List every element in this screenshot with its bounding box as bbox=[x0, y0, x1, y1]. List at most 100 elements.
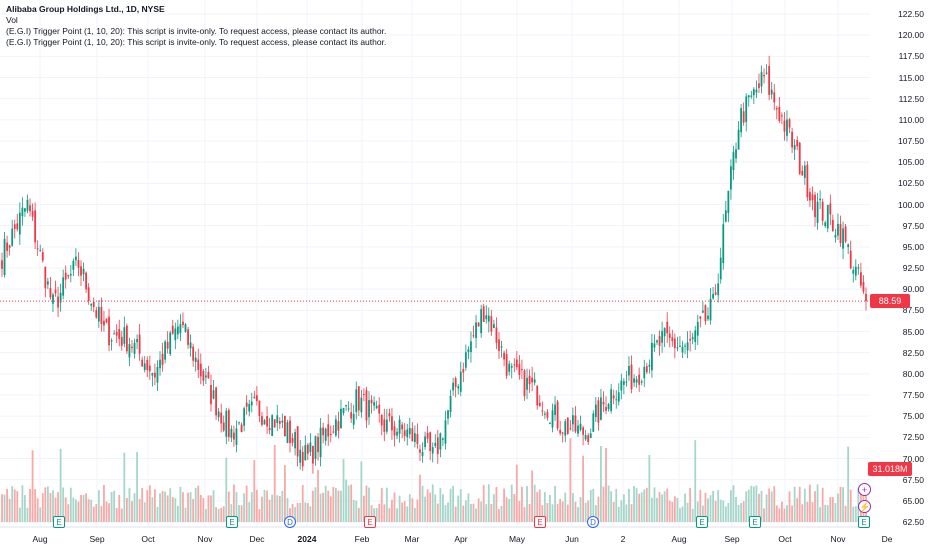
candle bbox=[515, 359, 518, 368]
volume-bar bbox=[115, 507, 118, 522]
candle bbox=[363, 394, 365, 396]
candle bbox=[393, 426, 396, 436]
time-axis-label: 2 bbox=[620, 534, 626, 544]
volume-bar bbox=[6, 488, 8, 522]
volume-bar bbox=[556, 504, 559, 522]
volume-bar bbox=[628, 488, 630, 522]
candle bbox=[324, 428, 327, 441]
volume-legend[interactable]: Vol bbox=[6, 15, 18, 25]
time-axis-label: Oct bbox=[141, 534, 155, 544]
candle bbox=[322, 427, 325, 436]
candle bbox=[233, 432, 235, 440]
candle bbox=[572, 415, 574, 425]
volume-bar bbox=[334, 487, 337, 522]
candle bbox=[416, 434, 419, 445]
candle bbox=[187, 329, 189, 345]
flash-icon[interactable]: ⚡ bbox=[858, 500, 871, 513]
volume-bar bbox=[482, 484, 485, 522]
volume-bar bbox=[95, 504, 98, 522]
candle bbox=[480, 309, 483, 334]
candle bbox=[617, 392, 620, 402]
candle bbox=[464, 352, 467, 368]
candle bbox=[584, 435, 587, 440]
candle bbox=[166, 342, 169, 349]
candle bbox=[340, 408, 342, 429]
indicator-legend-1[interactable]: (E.G.I) Trigger Point (1, 10, 20): This … bbox=[6, 26, 387, 36]
volume-bar bbox=[424, 496, 426, 522]
candle bbox=[204, 375, 207, 378]
volume-bar bbox=[470, 503, 472, 522]
candle bbox=[258, 400, 261, 416]
volume-bar bbox=[444, 505, 447, 522]
dividend-icon[interactable]: D bbox=[587, 516, 599, 528]
candle bbox=[709, 298, 712, 321]
volume-bar bbox=[347, 485, 350, 522]
volume-bar bbox=[594, 505, 597, 522]
symbol-title[interactable]: Alibaba Group Holdings Ltd., 1D, NYSE bbox=[6, 4, 165, 14]
time-axis-label: Aug bbox=[671, 534, 687, 544]
volume-bar bbox=[258, 509, 261, 522]
earnings-icon[interactable]: E bbox=[749, 516, 761, 528]
candle bbox=[740, 108, 743, 133]
candle bbox=[653, 343, 656, 348]
volume-bar bbox=[120, 508, 123, 522]
candle bbox=[284, 415, 286, 437]
dividend-icon[interactable]: D bbox=[284, 516, 296, 528]
candle bbox=[59, 292, 62, 303]
volume-bar bbox=[656, 497, 658, 522]
candle bbox=[34, 210, 37, 243]
volume-bar bbox=[314, 487, 317, 522]
candle bbox=[64, 272, 67, 280]
candle bbox=[408, 427, 411, 435]
volume-bar bbox=[658, 492, 661, 522]
candle bbox=[97, 306, 100, 322]
earnings-icon[interactable]: E bbox=[534, 516, 546, 528]
candle bbox=[261, 416, 263, 425]
earnings-icon[interactable]: E bbox=[858, 516, 870, 528]
candle bbox=[385, 419, 388, 432]
candle bbox=[52, 294, 54, 304]
volume-bar bbox=[566, 504, 569, 522]
candle bbox=[612, 395, 615, 399]
candle bbox=[778, 107, 781, 121]
volume-bar bbox=[429, 492, 432, 522]
earnings-icon[interactable]: E bbox=[226, 516, 238, 528]
price-axis-label: 107.50 bbox=[898, 136, 924, 146]
earnings-icon[interactable]: E bbox=[696, 516, 708, 528]
volume-bar bbox=[52, 490, 54, 522]
volume-bar bbox=[645, 487, 648, 522]
candle bbox=[467, 349, 470, 353]
volume-bar bbox=[842, 487, 844, 522]
candle bbox=[431, 447, 434, 454]
candle bbox=[169, 332, 172, 354]
volume-bar bbox=[694, 440, 697, 522]
candle bbox=[704, 305, 707, 322]
volume-bar bbox=[373, 508, 376, 522]
candle bbox=[281, 420, 284, 423]
volume-bar bbox=[569, 438, 572, 522]
candle bbox=[46, 281, 49, 285]
plus-icon[interactable]: + bbox=[858, 483, 871, 496]
candle bbox=[449, 395, 452, 413]
volume-bar bbox=[113, 490, 116, 522]
candle bbox=[184, 324, 187, 332]
candle bbox=[770, 89, 773, 95]
candle bbox=[174, 328, 177, 341]
volume-bar bbox=[294, 507, 296, 522]
volume-bar bbox=[82, 494, 85, 522]
candle bbox=[559, 429, 562, 434]
volume-bar bbox=[755, 485, 758, 522]
indicator-legend-2[interactable]: (E.G.I) Trigger Point (1, 10, 20): This … bbox=[6, 37, 387, 47]
candle bbox=[760, 72, 763, 87]
candle bbox=[105, 318, 108, 323]
volume-bar bbox=[41, 493, 44, 522]
candle bbox=[388, 413, 391, 417]
earnings-icon[interactable]: E bbox=[53, 516, 65, 528]
earnings-icon[interactable]: E bbox=[364, 516, 376, 528]
candle bbox=[29, 205, 31, 212]
candle bbox=[41, 252, 44, 261]
volume-bar bbox=[462, 505, 465, 522]
volume-bar bbox=[138, 499, 141, 522]
volume-bar bbox=[350, 484, 353, 522]
